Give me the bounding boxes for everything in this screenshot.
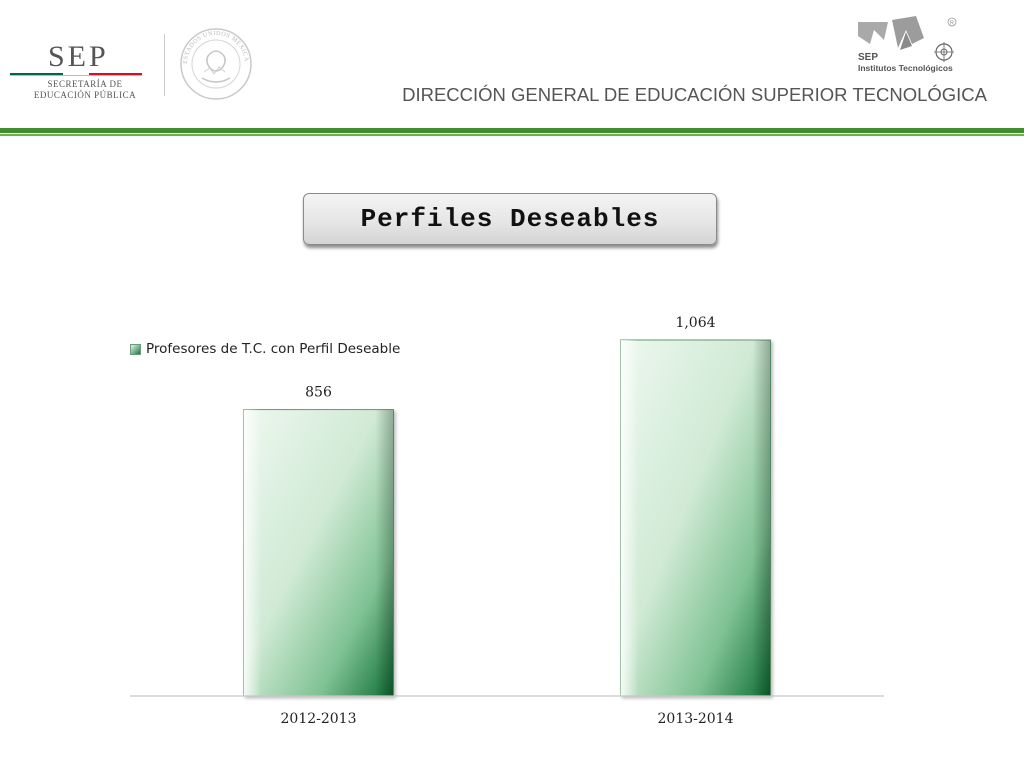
chart-legend: Profesores de T.C. con Perfil Deseable xyxy=(130,341,400,357)
header-green-rule-thin xyxy=(0,134,1024,136)
header-green-rule xyxy=(0,128,1024,133)
bar-sheen xyxy=(243,409,394,696)
data-label: 1,064 xyxy=(675,315,715,331)
x-tick-label: 2013-2014 xyxy=(658,711,734,727)
mexico-seal-icon: ESTADOS UNIDOS MEXICANOS xyxy=(178,26,252,100)
it-logo-subtitle: Institutos Tecnológicos xyxy=(858,63,953,73)
page-title: Perfiles Deseables xyxy=(360,204,660,234)
sep-logo-flag-line xyxy=(10,73,142,75)
legend-entry: Profesores de T.C. con Perfil Deseable xyxy=(146,341,401,357)
bar-sheen xyxy=(620,340,771,696)
it-logo-mark-icon: R SEP Institutos Tecnológicos xyxy=(858,16,957,73)
legend-swatch xyxy=(130,343,141,355)
header: SEP SECRETARÍA DE EDUCACIÓN PÚBLICA ESTA… xyxy=(0,0,1024,140)
sep-logo-line2: EDUCACIÓN PÚBLICA xyxy=(33,90,137,100)
logo-divider xyxy=(164,34,165,96)
title-box: Perfiles Deseables xyxy=(303,193,717,245)
sep-logo-underline xyxy=(10,75,142,76)
header-caption: DIRECCIÓN GENERAL DE EDUCACIÓN SUPERIOR … xyxy=(402,84,987,105)
data-label: 856 xyxy=(305,385,332,401)
it-logo-word: SEP xyxy=(858,52,878,63)
x-tick-label: 2012-2013 xyxy=(281,711,357,727)
sep-logo-line1: SECRETARÍA DE xyxy=(47,79,123,89)
sep-logo: SEP SECRETARÍA DE EDUCACIÓN PÚBLICA xyxy=(10,40,150,100)
sep-logo-word: SEP xyxy=(48,40,109,73)
institutos-tecnologicos-logo: R SEP Institutos Tecnológicos xyxy=(854,14,964,80)
registered-mark: R xyxy=(950,20,954,26)
